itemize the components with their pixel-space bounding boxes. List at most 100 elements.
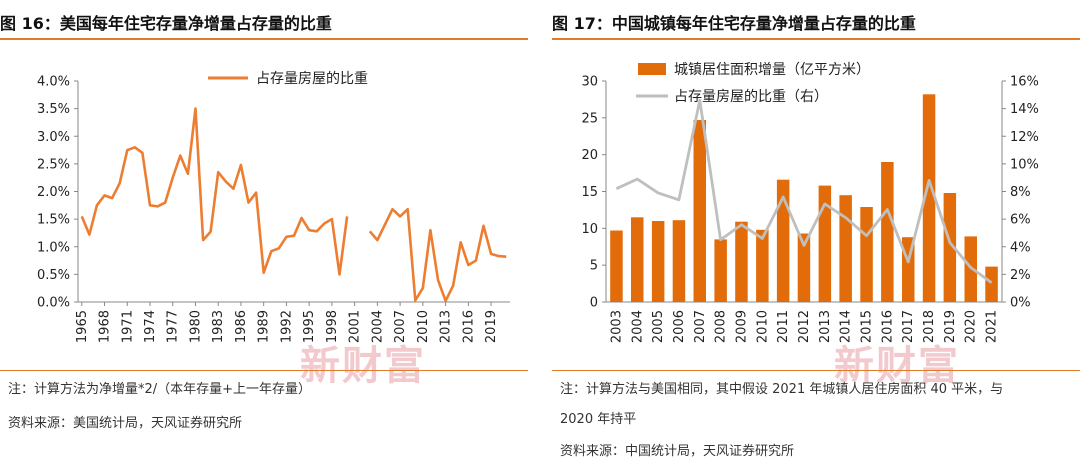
left-x-tick-label: 2007 <box>393 310 408 343</box>
right-bottom-rule <box>552 370 1080 371</box>
right-left-tick-label: 20 <box>581 148 598 163</box>
right-legend-line-label: 占存量房屋的比重（右） <box>674 89 828 105</box>
right-right-tick-label: 4% <box>1010 240 1031 255</box>
bar-2016 <box>881 162 894 302</box>
left-x-tick-label: 1998 <box>325 310 340 343</box>
left-y-tick-label: 0.5% <box>37 268 70 283</box>
bar-2010 <box>756 229 769 302</box>
right-x-tick-label: 2003 <box>609 310 624 343</box>
left-x-tick-label: 1980 <box>188 310 203 343</box>
right-title-rule <box>552 38 1080 40</box>
right-x-tick-label: 2006 <box>672 310 687 343</box>
right-right-tick-label: 10% <box>1010 157 1039 172</box>
right-right-tick-label: 0% <box>1010 296 1031 311</box>
bar-2021 <box>985 266 998 302</box>
left-y-tick-label: 0.0% <box>37 296 70 311</box>
right-x-tick-label: 2010 <box>755 310 770 343</box>
right-x-tick-label: 2012 <box>797 310 812 343</box>
left-bottom-rule <box>0 370 528 371</box>
left-y-tick-label: 2.0% <box>37 185 70 200</box>
left-y-tick-label: 1.0% <box>37 240 70 255</box>
left-x-tick-label: 1995 <box>302 310 317 343</box>
right-x-tick-label: 2015 <box>860 310 875 343</box>
ratio-line <box>615 98 993 284</box>
right-source: 资料来源：中国统计局，天风证券研究所 <box>560 444 795 459</box>
right-x-tick-label: 2007 <box>693 310 708 343</box>
bar-2018 <box>922 94 936 302</box>
bar-2015 <box>860 207 873 302</box>
right-x-tick-label: 2014 <box>839 310 854 343</box>
left-x-tick-label: 1968 <box>98 310 113 343</box>
bar-2012 <box>797 233 811 302</box>
left-y-tick-label: 2.5% <box>37 157 70 172</box>
bar-2009 <box>735 221 748 302</box>
right-x-tick-label: 2019 <box>943 310 958 343</box>
bar-2004 <box>631 217 644 302</box>
right-x-tick-label: 2005 <box>651 310 666 343</box>
left-y-tick-label: 4.0% <box>37 75 70 90</box>
bar-2013 <box>818 185 832 302</box>
left-x-tick-label: 2001 <box>348 310 363 343</box>
left-x-tick-label: 1983 <box>211 310 226 343</box>
right-left-tick-label: 0 <box>590 296 598 311</box>
right-legend-bar-label: 城镇居住面积增量（亿平方米） <box>674 62 870 78</box>
left-chart-title: 图 16：美国每年住宅存量净增量占存量的比重 <box>0 14 332 33</box>
bar-2007 <box>693 120 706 302</box>
left-y-tick-label: 1.5% <box>37 213 70 228</box>
right-legend-bar-swatch <box>638 63 666 75</box>
bar-2011 <box>776 179 790 302</box>
left-x-tick-label: 2004 <box>370 310 385 343</box>
right-left-tick-label: 5 <box>590 259 598 274</box>
right-left-tick-label: 10 <box>581 222 598 237</box>
left-x-tick-label: 1986 <box>234 310 249 343</box>
left-y-tick-label: 3.0% <box>37 130 70 145</box>
bar-2008 <box>714 239 727 302</box>
right-left-tick-label: 25 <box>581 111 598 126</box>
bar-2014 <box>839 195 852 302</box>
left-note: 注：计算方法为净增量*2/（本年存量+上一年存量） <box>8 382 312 397</box>
watermark-left: 新财富 <box>300 342 426 389</box>
right-note-line1: 注：计算方法与美国相同，其中假设 2021 年城镇人居住房面积 40 平米，与 <box>560 382 1004 397</box>
right-x-tick-label: 2009 <box>734 310 749 343</box>
watermark-right: 新财富 <box>834 342 960 389</box>
right-right-tick-label: 2% <box>1010 268 1031 283</box>
china-bar-line-chart: 0 5 10 15 20 25 30 0% 2% 4% 6% 8% 10% 12% 14% 16% 2003 20… <box>581 62 1039 343</box>
left-x-tick-label: 1989 <box>257 310 272 343</box>
right-note-line2: 2020 年持平 <box>560 412 637 427</box>
us-line-chart: 0.0% 0.5% 1.0% 1.5% 2.0% 2.5% 3.0% 3.5% 4.0% 1965… <box>37 71 510 343</box>
left-title-rule <box>0 38 528 40</box>
right-x-tick-label: 2020 <box>964 310 979 343</box>
bar-2019 <box>943 193 957 302</box>
left-panel: 图 16：美国每年住宅存量净增量占存量的比重 0.0% 0.5% 1.0% 1.5% 2… <box>0 0 528 471</box>
left-legend-label: 占存量房屋的比重 <box>256 71 368 87</box>
left-x-tick-label: 2010 <box>416 310 431 343</box>
right-right-tick-label: 14% <box>1010 102 1039 117</box>
right-right-tick-label: 8% <box>1010 185 1031 200</box>
bar-2003 <box>610 230 623 302</box>
left-x-tick-label: 1965 <box>75 310 90 343</box>
right-right-tick-label: 6% <box>1010 213 1031 228</box>
left-x-tick-label: 1971 <box>120 310 135 343</box>
right-x-tick-label: 2018 <box>922 310 937 343</box>
left-x-tick-label: 2019 <box>484 310 499 343</box>
left-x-tick-label: 2013 <box>439 310 454 343</box>
bar-2005 <box>651 221 665 302</box>
right-panel: 图 17：中国城镇每年住宅存量净增量占存量的比重 0 5 10 15 20 25 30 0% 2… <box>552 0 1080 471</box>
left-x-tick-label: 1977 <box>166 310 181 343</box>
right-left-tick-label: 15 <box>581 185 598 200</box>
left-source: 资料来源：美国统计局，天风证券研究所 <box>8 416 243 431</box>
left-x-tick-label: 2016 <box>461 310 476 343</box>
right-x-tick-label: 2013 <box>818 310 833 343</box>
right-x-tick-label: 2011 <box>776 310 791 343</box>
left-y-tick-label: 3.5% <box>37 102 70 117</box>
right-right-tick-label: 12% <box>1010 130 1039 145</box>
right-left-tick-label: 30 <box>581 75 598 90</box>
left-x-tick-label: 1974 <box>143 310 158 343</box>
left-series-line-segment <box>80 107 349 276</box>
right-x-tick-label: 2021 <box>985 310 1000 343</box>
right-x-tick-label: 2016 <box>880 310 895 343</box>
left-x-tick-label: 1992 <box>279 310 294 343</box>
right-x-tick-label: 2004 <box>630 310 645 343</box>
left-series-line-segment <box>368 207 507 303</box>
right-right-tick-label: 16% <box>1010 75 1039 90</box>
